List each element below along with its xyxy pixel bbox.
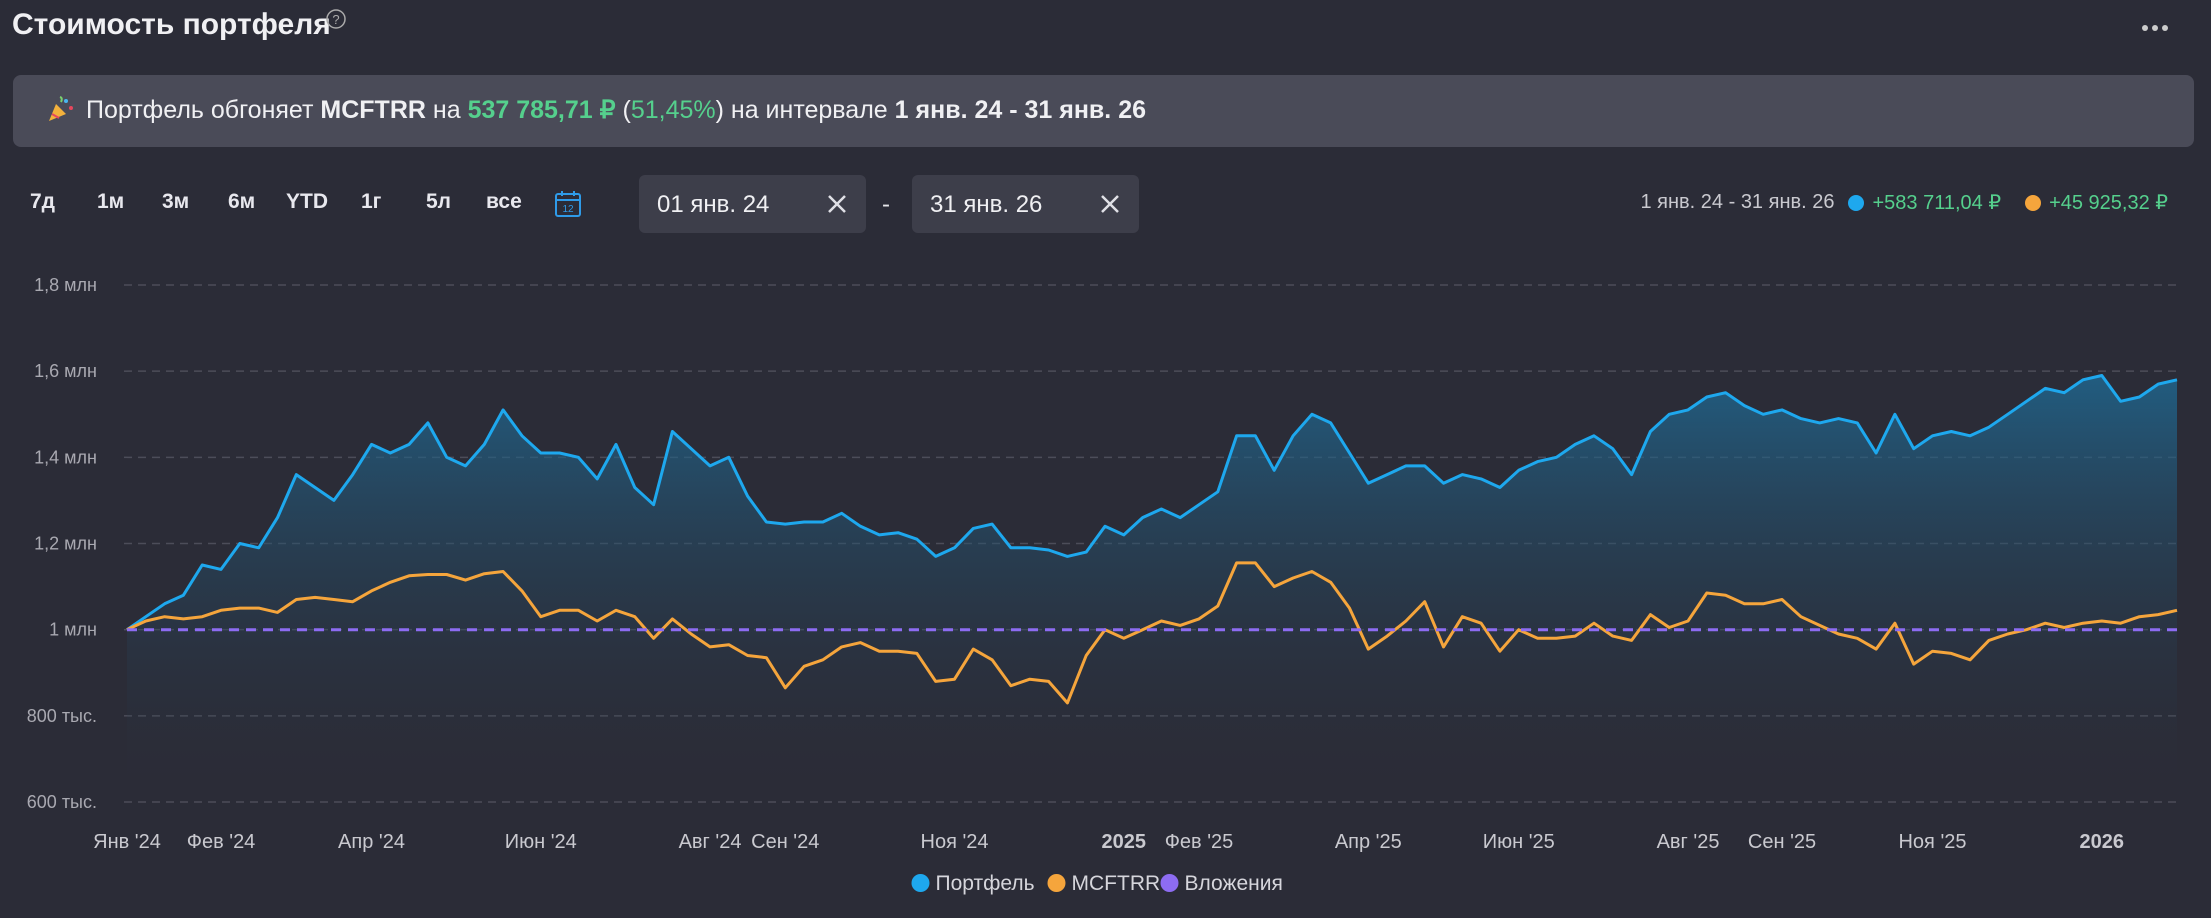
party-icon bbox=[49, 96, 73, 121]
period-button[interactable]: 6м bbox=[228, 190, 256, 213]
svg-text:12: 12 bbox=[562, 204, 574, 215]
summary-change: +583 711,04 ₽ bbox=[1872, 192, 2002, 214]
x-tick-label: 2025 bbox=[1102, 831, 1147, 853]
calendar-icon[interactable]: 12 bbox=[553, 189, 583, 219]
menu-icon[interactable] bbox=[2140, 18, 2172, 38]
x-tick-label: Апр '25 bbox=[1335, 831, 1402, 853]
x-tick-label: Ноя '24 bbox=[921, 831, 989, 853]
period-button[interactable]: 3м bbox=[162, 190, 190, 213]
legend-label[interactable]: Портфель bbox=[936, 872, 1035, 895]
x-tick-label: Авг '25 bbox=[1657, 831, 1720, 853]
summary-dot bbox=[2025, 194, 2042, 211]
x-tick-label: Сен '25 bbox=[1748, 831, 1816, 853]
summary-change: +45 925,32 ₽ bbox=[2049, 192, 2168, 214]
summary-dot bbox=[1848, 194, 1865, 211]
clear-icon[interactable] bbox=[1099, 193, 1121, 215]
range: 1 янв. 24 - 31 янв. 26 bbox=[894, 96, 1147, 124]
date-input[interactable]: 01 янв. 24 bbox=[639, 175, 866, 233]
date-separator: - bbox=[882, 191, 890, 218]
y-tick-label: 1 млн bbox=[49, 620, 97, 640]
help-icon[interactable]: ? bbox=[325, 8, 347, 30]
period-button[interactable]: 7д bbox=[30, 190, 56, 213]
x-tick-label: Фев '25 bbox=[1165, 831, 1234, 853]
line bbox=[126, 374, 2178, 631]
x-tick-label: Апр '24 bbox=[338, 831, 405, 853]
summary-range: 1 янв. 24 - 31 янв. 26 bbox=[1640, 191, 1835, 213]
y-tick-label: 600 тыс. bbox=[27, 792, 97, 812]
clear-icon[interactable] bbox=[826, 193, 848, 215]
text: на bbox=[432, 96, 461, 124]
svg-text:?: ? bbox=[332, 12, 339, 27]
x-tick-label: Сен '24 bbox=[751, 831, 819, 853]
y-tick-label: 1,4 млн bbox=[34, 447, 97, 467]
y-tick-label: 1,6 млн bbox=[34, 361, 97, 381]
legend-dot[interactable] bbox=[1160, 874, 1179, 892]
percent: 51,45% bbox=[630, 96, 716, 124]
y-tick-label: 1,2 млн bbox=[34, 534, 97, 554]
date-input[interactable]: 31 янв. 26 bbox=[912, 175, 1139, 233]
period-button[interactable]: 5л bbox=[426, 190, 452, 213]
benchmark: MCFTRR bbox=[320, 96, 426, 124]
y-tick-label: 800 тыс. bbox=[27, 706, 97, 726]
period-button[interactable]: YTD bbox=[286, 190, 328, 213]
x-tick-label: Июн '25 bbox=[1483, 831, 1555, 853]
text: ( bbox=[622, 96, 631, 124]
amount: 537 785,71 ₽ bbox=[467, 96, 616, 124]
text: ) bbox=[715, 96, 724, 124]
legend-label[interactable]: MCFTRR bbox=[1072, 872, 1161, 895]
x-tick-label: Фев '24 bbox=[187, 831, 256, 853]
summary: 1 янв. 24 - 31 янв. 26 +583 711,04 ₽ +45 9… bbox=[1641, 190, 2179, 215]
y-tick-label: 1,8 млн bbox=[34, 275, 97, 295]
x-tick-label: Авг '24 bbox=[679, 831, 742, 853]
legend-dot[interactable] bbox=[911, 874, 930, 892]
title: Стоимость портфеля bbox=[12, 8, 331, 41]
x-tick-label: Июн '24 bbox=[505, 831, 577, 853]
banner bbox=[13, 75, 2194, 147]
x-tick-label: 2026 bbox=[2080, 831, 2125, 853]
legend-dot[interactable] bbox=[1047, 874, 1066, 892]
text: Портфель обгоняет bbox=[86, 96, 314, 124]
text: на интервале bbox=[730, 96, 888, 124]
line bbox=[126, 561, 2178, 705]
x-tick-label: Янв '24 bbox=[93, 831, 161, 853]
area bbox=[127, 375, 2177, 802]
legend-label[interactable]: Вложения bbox=[1185, 872, 1283, 895]
period-button[interactable]: все bbox=[486, 190, 522, 213]
period-button[interactable]: 1г bbox=[361, 190, 382, 213]
date-text: 01 янв. 24 bbox=[657, 191, 770, 218]
x-tick-label: Ноя '25 bbox=[1898, 831, 1966, 853]
date-text: 31 янв. 26 bbox=[930, 191, 1043, 218]
period-button[interactable]: 1м bbox=[97, 190, 125, 213]
banner-text: Портфель обгоняет MCFTRR на 537 785,71 ₽… bbox=[86, 95, 1146, 125]
